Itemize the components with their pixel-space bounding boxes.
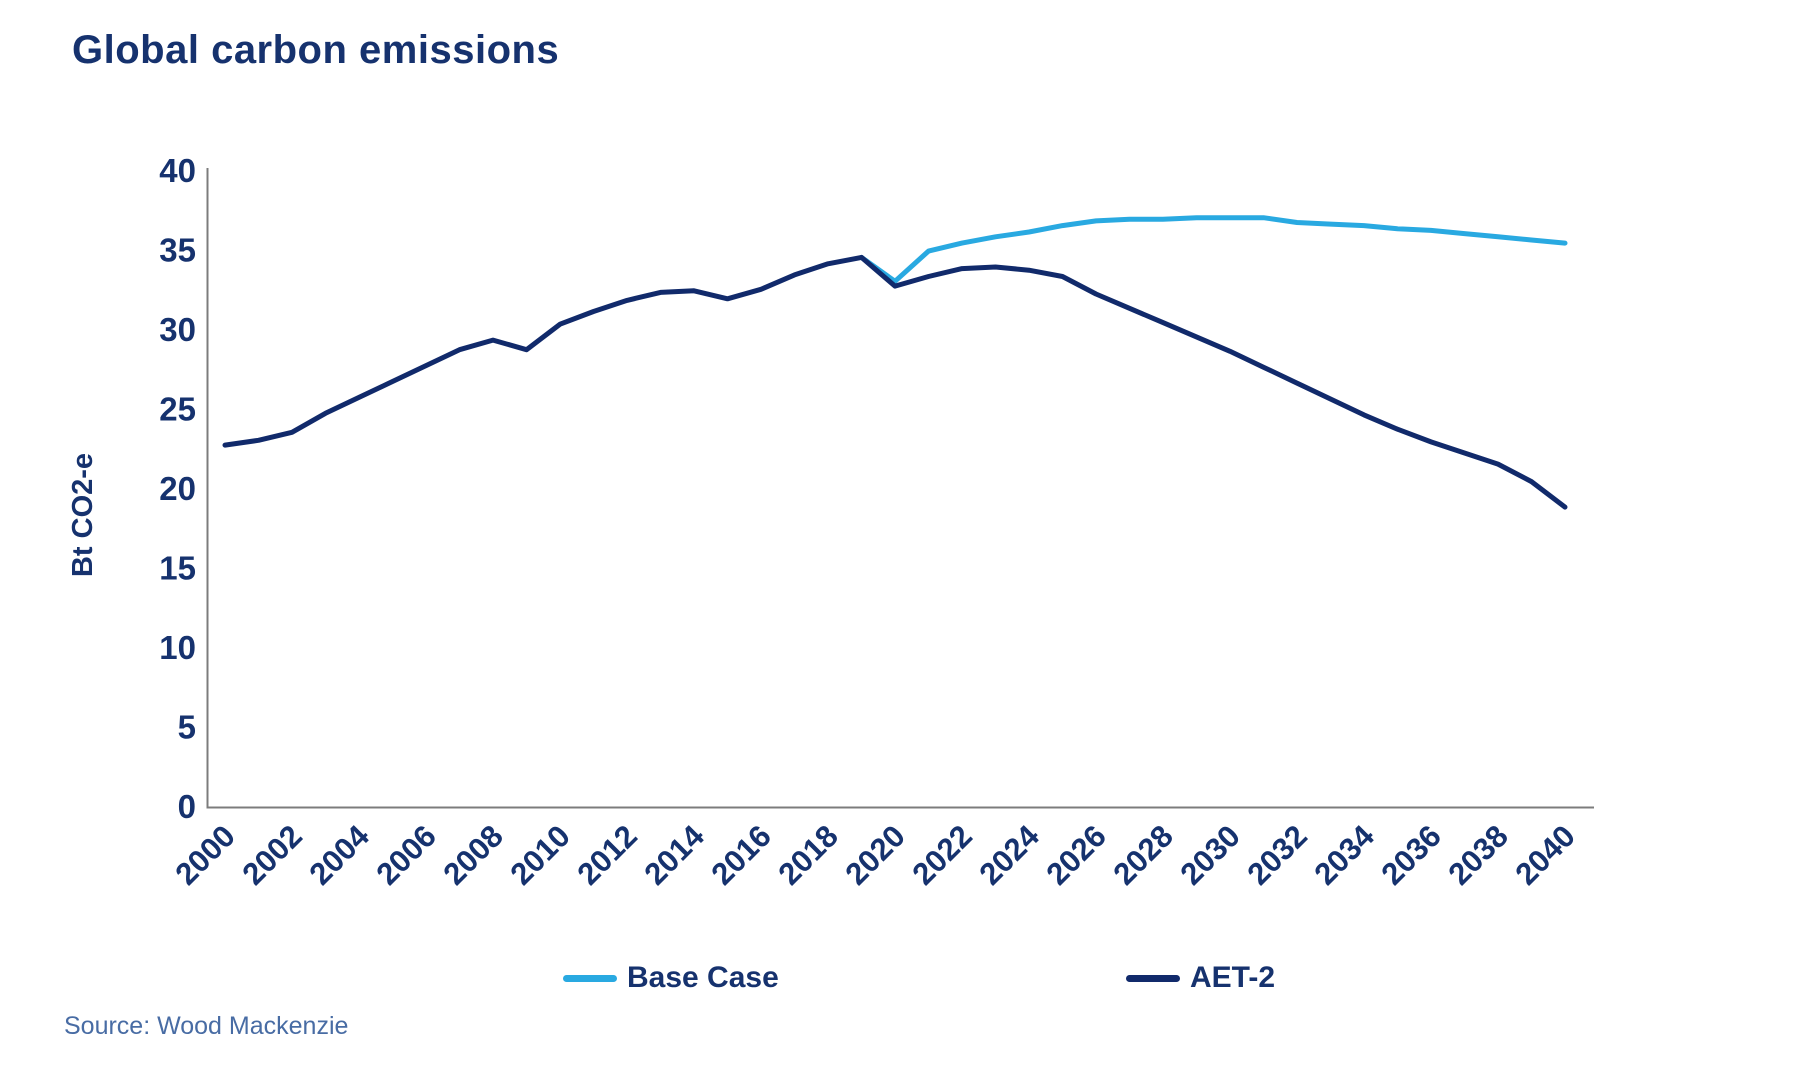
x-tick-label: 2020 [838,818,912,892]
y-tick-label: 40 [159,152,196,189]
x-tick-label: 2004 [302,818,376,892]
legend-label-base-case: Base Case [627,961,779,994]
y-tick-label: 25 [159,391,196,428]
y-tick-label: 15 [159,550,196,587]
y-tick-label: 35 [159,232,196,269]
y-tick-label: 10 [159,629,196,666]
x-tick-label: 2012 [570,818,644,892]
x-tick-label: 2010 [503,818,577,892]
legend-label-aet2: AET-2 [1190,961,1276,994]
x-tick-label: 2022 [905,818,979,892]
x-tick-label: 2026 [1039,818,1113,892]
legend-item-base-case: Base Case [563,958,779,998]
x-tick-label: 2034 [1307,818,1381,892]
x-tick-label: 2018 [771,818,845,892]
x-tick-label: 2006 [369,818,443,892]
x-tick-label: 2014 [637,818,711,892]
series-line-aet-2 [222,254,1568,510]
y-tick-label: 20 [159,470,196,507]
y-axis-title: Bt CO2-e [67,453,99,577]
y-tick-label: 0 [178,788,196,825]
y-tick-label: 5 [178,709,196,746]
page-title: Global carbon emissions [72,28,560,72]
x-tick-label: 2024 [972,818,1046,892]
aet2-swatch-icon [1126,974,1180,982]
x-tick-label: 2000 [168,818,242,892]
source-note: Source: Wood Mackenzie [64,1012,349,1040]
x-tick-label: 2040 [1508,818,1582,892]
y-tick-label: 30 [159,311,196,348]
x-tick-label: 2028 [1106,818,1180,892]
x-tick-label: 2032 [1240,818,1314,892]
x-tick-label: 2030 [1173,818,1247,892]
x-tick-label: 2002 [235,818,309,892]
x-tick-label: 2016 [704,818,778,892]
legend-item-aet2: AET-2 [1126,958,1275,998]
x-tick-label: 2008 [436,818,510,892]
x-tick-label: 2038 [1441,818,1515,892]
series-line-base-case [859,215,1568,284]
base-case-swatch-icon [563,974,617,982]
legend: Base Case AET-2 [0,958,1800,998]
x-tick-label: 2036 [1374,818,1448,892]
